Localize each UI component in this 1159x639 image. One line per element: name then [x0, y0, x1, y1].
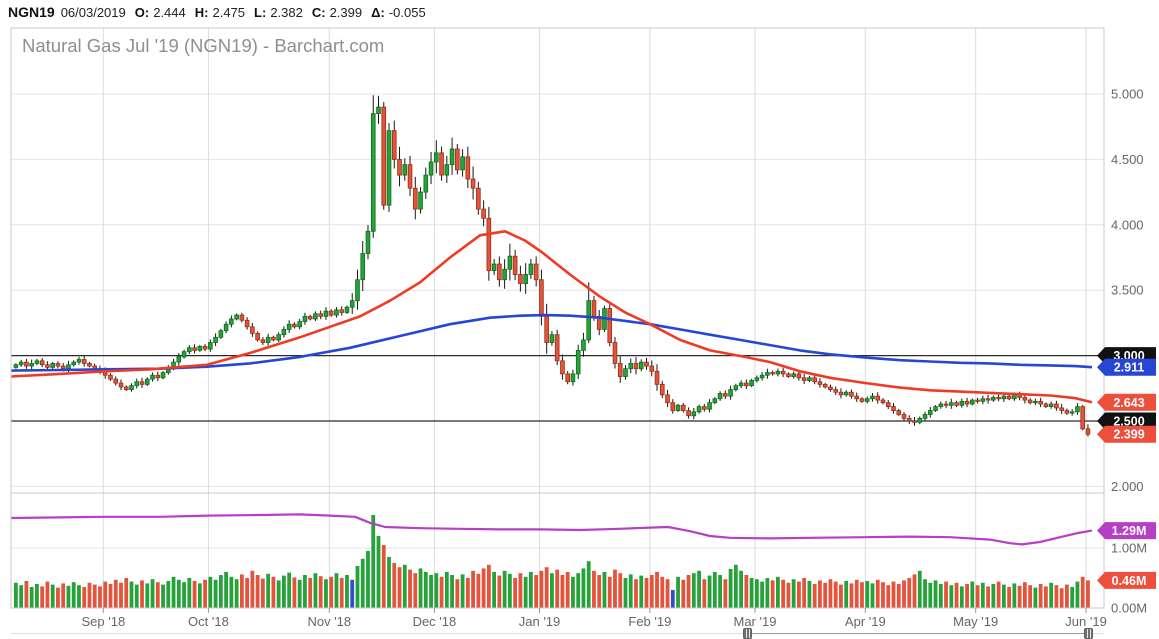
axis-badge [1097, 522, 1156, 540]
axis-labels: 5.000 4.500 4.000 3.500 2.000 1.00M 0.00M Sep '… [81, 87, 1147, 630]
chart-title: Natural Gas Jul '19 (NGN19) - Barchart.c… [22, 35, 384, 56]
svg-text:0.46M: 0.46M [1112, 574, 1147, 588]
x-axis-month-label: Jun '19 [1065, 614, 1107, 629]
low-value: 2.382 [270, 5, 303, 20]
scrollbar-left-handle[interactable] [743, 628, 752, 639]
symbol: NGN19 [8, 4, 55, 20]
high-value: 2.475 [212, 5, 246, 20]
axis-badge [1097, 571, 1156, 589]
axis-badge [1097, 425, 1156, 443]
change-label: Δ: [371, 5, 385, 20]
timeline-scrollbar-track[interactable] [11, 633, 1104, 634]
svg-text:1.29M: 1.29M [1112, 524, 1147, 538]
x-axis-month-label: Sep '18 [81, 614, 125, 629]
low-label: L: [254, 5, 267, 20]
close-value: 2.399 [329, 5, 363, 20]
high-label: H: [194, 5, 209, 20]
x-axis-month-label: Apr '19 [845, 614, 886, 629]
ma-red-path [10, 230, 1093, 404]
scrollbar-right-handle[interactable] [1084, 628, 1093, 639]
timeline-scrollbar-range[interactable] [747, 633, 1088, 634]
session-date: 06/03/2019 [60, 5, 126, 20]
x-axis-month-label: Feb '19 [628, 614, 671, 629]
x-axis-month-label: Nov '18 [307, 614, 351, 629]
candles [13, 95, 1091, 437]
moving-average-lines [10, 230, 1093, 404]
close-label: C: [311, 5, 326, 20]
gridlines [11, 28, 1104, 608]
svg-text:2.000: 2.000 [1111, 479, 1144, 494]
svg-text:2.911: 2.911 [1114, 361, 1145, 375]
x-axis-month-label: Mar '19 [733, 614, 776, 629]
plot-frame [10, 27, 1105, 609]
svg-text:1.00M: 1.00M [1111, 541, 1147, 556]
x-axis-month-label: Jan '19 [519, 614, 561, 629]
svg-text:2.643: 2.643 [1113, 396, 1144, 410]
open-interest-path [10, 513, 1093, 546]
ma-blue-path [10, 313, 1093, 372]
svg-text:5.000: 5.000 [1111, 87, 1144, 102]
open-label: O: [134, 5, 150, 20]
x-axis-month-label: Dec '18 [413, 614, 457, 629]
open-value: 2.444 [153, 5, 186, 20]
change-value: -0.055 [388, 5, 426, 20]
x-axis-month-label: Oct '18 [188, 614, 229, 629]
svg-text:3.500: 3.500 [1111, 283, 1144, 298]
axis-badge [1097, 358, 1156, 376]
open-interest-line [10, 513, 1093, 546]
volume-bars [14, 515, 1090, 608]
axis-badge [1097, 412, 1156, 430]
svg-text:2.399: 2.399 [1113, 428, 1144, 442]
svg-text:2.500: 2.500 [1113, 415, 1144, 429]
svg-text:4.000: 4.000 [1111, 217, 1144, 232]
svg-text:4.500: 4.500 [1111, 152, 1144, 167]
svg-text:0.00M: 0.00M [1111, 601, 1147, 616]
ohlc-bar: NGN19 06/03/2019 O: 2.444 H: 2.475 L: 2.382 C: 2.… [0, 0, 1159, 26]
x-axis-month-label: May '19 [953, 614, 998, 629]
axis-badge [1097, 393, 1156, 411]
